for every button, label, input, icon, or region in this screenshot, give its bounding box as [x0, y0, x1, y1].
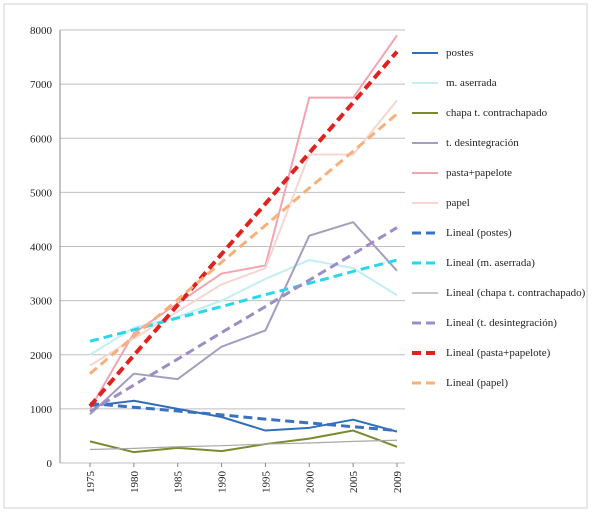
legend-label: m. aserrada	[446, 77, 497, 89]
legend-swatch	[412, 381, 438, 385]
legend-entry: papel	[410, 188, 588, 218]
legend-entry: Lineal (pasta+papelote)	[410, 338, 588, 368]
series-line	[89, 226, 398, 413]
x-tick-label: 1985	[173, 471, 185, 494]
legend-label: Lineal (t. desintegración)	[446, 317, 557, 329]
series-line	[89, 221, 398, 416]
x-tick-label: 1975	[85, 471, 97, 494]
y-tick-label: 1000	[30, 404, 53, 416]
x-tick-label: 1995	[260, 471, 272, 494]
legend-label: pasta+papelote	[446, 167, 513, 179]
series-line	[89, 112, 398, 375]
legend-entry: t. desintegración	[410, 128, 588, 158]
legend-entry: chapa t. contrachapado	[410, 98, 588, 128]
y-tick-label: 8000	[30, 25, 53, 37]
legend-entry: postes	[410, 38, 588, 68]
legend-swatch	[412, 82, 438, 84]
legend-label: Lineal (pasta+papelote)	[446, 347, 551, 359]
series-line	[89, 429, 398, 454]
x-tick-label: 1990	[217, 471, 229, 494]
y-tick-label: 2000	[30, 350, 53, 362]
series-line	[89, 399, 398, 433]
legend-label: t. desintegración	[446, 137, 519, 149]
legend-swatch	[412, 112, 438, 114]
series-line	[89, 439, 398, 451]
x-tick-label: 2009	[392, 471, 404, 494]
series-line	[89, 99, 398, 367]
series-line	[89, 259, 398, 356]
legend-label: postes	[446, 47, 474, 59]
chart-border	[3, 3, 588, 509]
legend-entry: m. aserrada	[410, 68, 588, 98]
series-line	[89, 258, 398, 343]
legend-swatch	[412, 142, 438, 144]
legend-swatch	[412, 231, 438, 235]
legend-entry: Lineal (m. aserrada)	[410, 248, 588, 278]
y-tick-label: 3000	[30, 296, 53, 308]
legend-entry: Lineal (t. desintegración)	[410, 308, 588, 338]
x-tick-label: 1980	[129, 471, 141, 494]
legend-label: Lineal (chapa t. contrachapado)	[446, 287, 586, 299]
legend-swatch	[412, 261, 438, 265]
legend-swatch	[412, 52, 438, 54]
y-tick-label: 5000	[30, 187, 53, 199]
y-tick-label: 6000	[30, 133, 53, 145]
y-tick-label: 7000	[30, 79, 53, 91]
legend-label: papel	[446, 197, 470, 209]
legend-swatch	[412, 321, 438, 325]
legend-swatch	[412, 172, 438, 174]
series-line	[89, 401, 398, 433]
legend-label: chapa t. contrachapado	[446, 107, 548, 119]
y-tick-label: 4000	[30, 242, 53, 254]
y-tick-label: 0	[47, 458, 53, 470]
legend-entry: Lineal (papel)	[410, 368, 588, 398]
legend-label: Lineal (papel)	[446, 377, 508, 389]
legend-swatch	[412, 292, 438, 294]
legend-entry: Lineal (chapa t. contrachapado)	[410, 278, 588, 308]
legend-swatch	[412, 351, 438, 355]
legend-entry: Lineal (postes)	[410, 218, 588, 248]
series-line	[88, 50, 399, 408]
legend-label: Lineal (m. aserrada)	[446, 257, 535, 269]
series-line	[89, 34, 398, 410]
legend-entry: pasta+papelote	[410, 158, 588, 188]
x-tick-label: 2005	[348, 471, 360, 494]
legend-swatch	[412, 202, 438, 204]
legend-label: Lineal (postes)	[446, 227, 512, 239]
x-tick-label: 2000	[304, 471, 316, 494]
legend: postes m. aserrada chapa t. contrachapado t…	[410, 38, 588, 398]
